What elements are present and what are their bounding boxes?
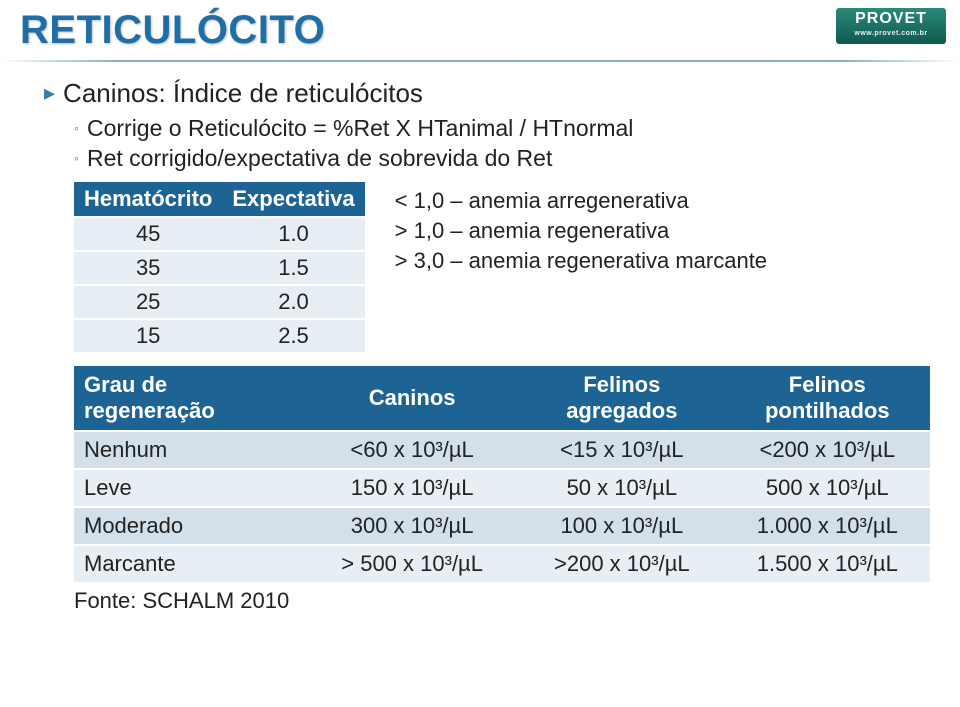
bullet-level2: ◦ Ret corrigido/expectativa de sobrevida…: [74, 144, 930, 172]
cell: 45: [74, 217, 222, 251]
source-citation: Fonte: SCHALM 2010: [74, 588, 930, 614]
bullet-level2: ◦ Corrige o Reticulócito = %Ret X HTanim…: [74, 114, 930, 142]
cell: 300 x 10³/µL: [305, 507, 519, 545]
cell: <200 x 10³/µL: [725, 431, 930, 469]
bullet-sub2-text: Ret corrigido/expectativa de sobrevida d…: [87, 144, 552, 172]
table-row: 451.0: [74, 217, 365, 251]
cell: > 500 x 10³/µL: [305, 545, 519, 582]
grau-table: Grau de regeneração Caninos Felinos agre…: [74, 366, 930, 582]
table-row: Leve 150 x 10³/µL 50 x 10³/µL 500 x 10³/…: [74, 469, 930, 507]
cell: 35: [74, 251, 222, 285]
table-header-row: Grau de regeneração Caninos Felinos agre…: [74, 366, 930, 431]
th-felinos-agg: Felinos agregados: [519, 366, 724, 431]
th-caninos: Caninos: [305, 366, 519, 431]
cell: 25: [74, 285, 222, 319]
th-grau: Grau de regeneração: [74, 366, 305, 431]
bullet-level1: ▸ Caninos: Índice de reticulócitos: [44, 78, 930, 108]
table-header-row: Hematócrito Expectativa: [74, 182, 365, 217]
table-row: 351.5: [74, 251, 365, 285]
cell: 2.0: [222, 285, 364, 319]
table-row: 252.0: [74, 285, 365, 319]
logo-tagline: www.provet.com.br: [836, 30, 946, 38]
provet-logo: PROVET www.provet.com.br: [836, 8, 946, 44]
bullet-main-text: Caninos: Índice de reticulócitos: [63, 78, 423, 108]
table-row: Nenhum <60 x 10³/µL <15 x 10³/µL <200 x …: [74, 431, 930, 469]
cell: Leve: [74, 469, 305, 507]
table-row: Marcante > 500 x 10³/µL >200 x 10³/µL 1.…: [74, 545, 930, 582]
cell: 1.0: [222, 217, 364, 251]
bullet-sub-marker-icon: ◦: [74, 114, 79, 142]
slide-title: RETICULÓCITO: [20, 8, 325, 53]
bullet-sub-marker-icon: ◦: [74, 144, 79, 172]
content-area: ▸ Caninos: Índice de reticulócitos ◦ Cor…: [44, 78, 930, 614]
cell: 50 x 10³/µL: [519, 469, 724, 507]
cell: 15: [74, 319, 222, 352]
cell: >200 x 10³/µL: [519, 545, 724, 582]
note-line: > 3,0 – anemia regenerativa marcante: [395, 246, 767, 276]
cell: 1.5: [222, 251, 364, 285]
cell: 1.000 x 10³/µL: [725, 507, 930, 545]
hematocrito-table: Hematócrito Expectativa 451.0 351.5 252.…: [74, 182, 365, 352]
cell: Nenhum: [74, 431, 305, 469]
logo-name: PROVET: [836, 8, 946, 30]
cell: 100 x 10³/µL: [519, 507, 724, 545]
cell: Moderado: [74, 507, 305, 545]
note-line: > 1,0 – anemia regenerativa: [395, 216, 767, 246]
anemia-notes: < 1,0 – anemia arregenerativa > 1,0 – an…: [395, 182, 767, 276]
cell: 1.500 x 10³/µL: [725, 545, 930, 582]
table-row: 152.5: [74, 319, 365, 352]
cell: <60 x 10³/µL: [305, 431, 519, 469]
title-underline: [0, 60, 960, 62]
th-expectativa: Expectativa: [222, 182, 364, 217]
bullet-marker-icon: ▸: [44, 78, 55, 108]
th-hematocrito: Hematócrito: [74, 182, 222, 217]
cell: 500 x 10³/µL: [725, 469, 930, 507]
bullet-sub1-text: Corrige o Reticulócito = %Ret X HTanimal…: [87, 114, 633, 142]
cell: Marcante: [74, 545, 305, 582]
th-felinos-pont: Felinos pontilhados: [725, 366, 930, 431]
cell: 2.5: [222, 319, 364, 352]
cell: <15 x 10³/µL: [519, 431, 724, 469]
cell: 150 x 10³/µL: [305, 469, 519, 507]
table-row: Moderado 300 x 10³/µL 100 x 10³/µL 1.000…: [74, 507, 930, 545]
note-line: < 1,0 – anemia arregenerativa: [395, 186, 767, 216]
